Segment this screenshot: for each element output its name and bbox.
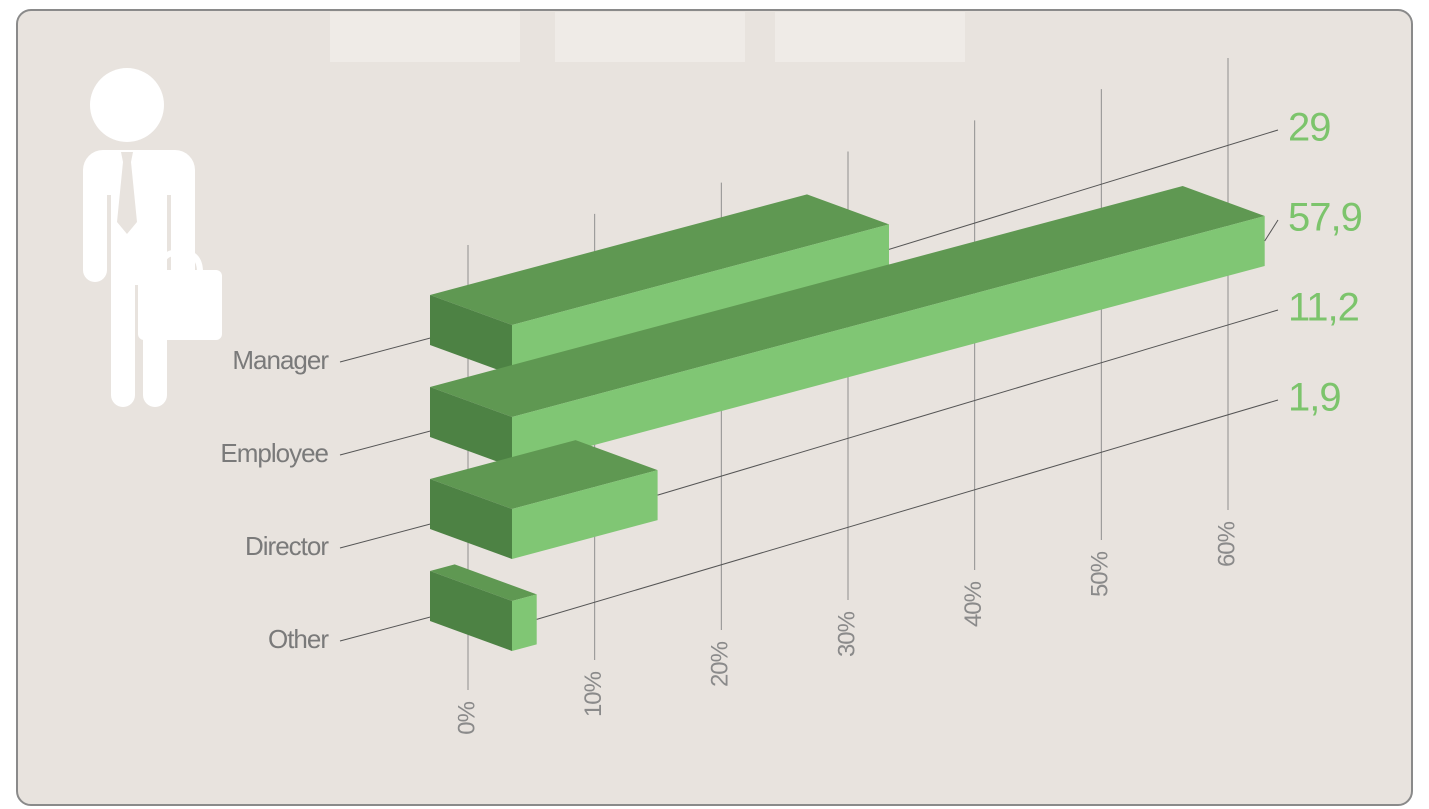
x-tick-label: 0% xyxy=(453,701,480,734)
bar-top xyxy=(430,194,889,325)
category-label: Employee xyxy=(220,438,328,468)
tie xyxy=(117,152,137,234)
value-leader xyxy=(888,129,1279,250)
bar xyxy=(430,194,889,375)
bar-top xyxy=(430,186,1265,417)
bar-top xyxy=(430,564,537,601)
bar-top xyxy=(430,440,658,509)
person-icon xyxy=(80,68,222,407)
value-leader xyxy=(657,309,1279,496)
value-label: 29 xyxy=(1288,106,1331,150)
bar-end xyxy=(430,479,512,559)
bar xyxy=(430,186,1265,467)
bar-front xyxy=(512,216,1265,467)
category-label: Other xyxy=(268,624,329,654)
x-tick-label: 30% xyxy=(833,611,860,657)
bar-end xyxy=(430,387,512,467)
value-label: 1,9 xyxy=(1288,376,1341,420)
bar-front xyxy=(512,224,889,375)
value-leader xyxy=(536,399,1279,620)
x-tick-label: 60% xyxy=(1213,521,1240,567)
bar xyxy=(430,440,658,559)
bar-end xyxy=(430,295,512,375)
value-label: 57,9 xyxy=(1288,196,1362,240)
x-tick-label: 20% xyxy=(707,641,734,687)
bar xyxy=(430,564,537,651)
x-tick-label: 40% xyxy=(960,581,987,627)
category-label: Director xyxy=(245,531,329,561)
value-label: 11,2 xyxy=(1288,286,1359,330)
x-tick-label: 50% xyxy=(1087,551,1114,597)
value-leader xyxy=(1264,219,1279,242)
bar-front xyxy=(512,470,658,559)
category-label: Manager xyxy=(232,345,329,375)
bar-end xyxy=(430,571,512,651)
x-tick-label: 10% xyxy=(580,671,607,717)
background-decoration xyxy=(330,12,965,62)
bar-front xyxy=(512,594,537,651)
